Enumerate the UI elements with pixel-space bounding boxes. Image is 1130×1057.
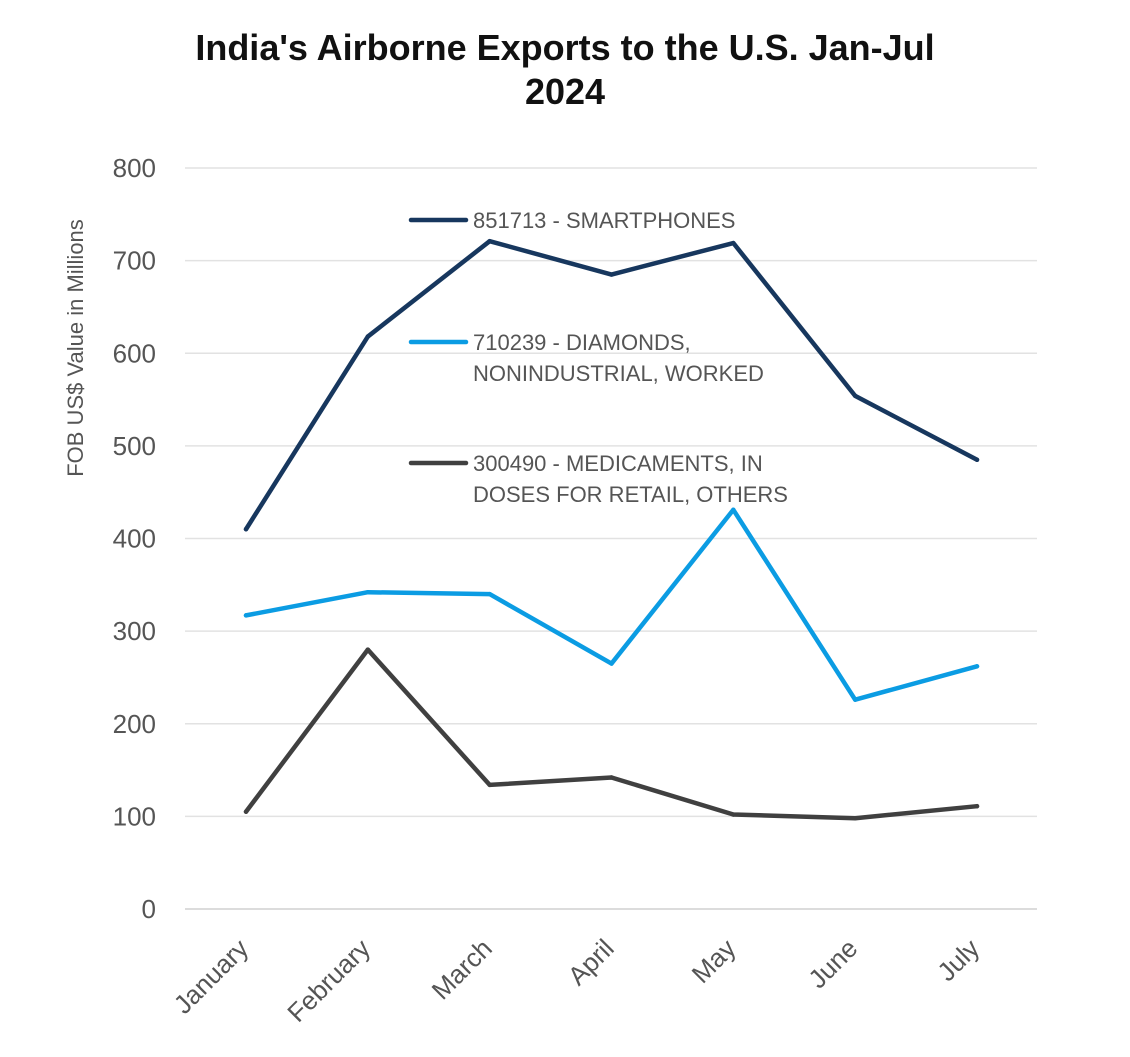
y-tick-label: 300 (113, 616, 156, 646)
x-tick-label: February (281, 933, 376, 1028)
y-tick-label: 200 (113, 709, 156, 739)
legend-label-3: 300490 - MEDICAMENTS, IN (473, 451, 763, 476)
chart-title-line-1: India's Airborne Exports to the U.S. Jan… (195, 27, 935, 68)
legend-label-2: NONINDUSTRIAL, WORKED (473, 361, 764, 386)
series-line-3 (243, 647, 980, 821)
data-point (731, 507, 736, 512)
data-point (365, 334, 371, 339)
data-point (609, 775, 614, 780)
chart-title-line-2: 2024 (524, 71, 606, 112)
y-axis-label: FOB US$ Value in Millions (63, 219, 88, 477)
data-point (365, 647, 371, 652)
data-point (974, 457, 980, 462)
data-point (487, 782, 492, 788)
x-tick-label: April (562, 933, 620, 991)
legend-label-3: DOSES FOR RETAIL, OTHERS (473, 482, 788, 507)
y-tick-label: 800 (113, 153, 156, 183)
y-tick-label: 500 (113, 431, 156, 461)
x-tick-label: March (426, 933, 498, 1005)
data-point (609, 661, 614, 666)
data-point (852, 816, 858, 821)
y-tick-label: 400 (113, 524, 156, 554)
y-tick-label: 0 (142, 894, 156, 924)
chart-title: India's Airborne Exports to the U.S. Jan… (0, 26, 1130, 114)
data-point (487, 238, 492, 244)
data-point (243, 613, 249, 618)
data-point (852, 697, 858, 702)
data-point (365, 590, 371, 595)
y-tick-label: 600 (113, 338, 156, 368)
data-point (852, 393, 858, 399)
y-tick-label: 700 (113, 246, 156, 276)
data-point (974, 664, 980, 669)
data-point (243, 809, 249, 814)
data-point (609, 272, 614, 277)
legend-label-2: 710239 - DIAMONDS, (473, 330, 691, 355)
x-tick-label: June (802, 933, 863, 994)
x-tick-label: July (931, 933, 985, 987)
data-point (731, 812, 736, 817)
data-point (731, 240, 736, 246)
data-point (487, 591, 492, 597)
x-tick-label: May (686, 933, 742, 989)
y-tick-label: 100 (113, 801, 156, 831)
x-tick-label: January (168, 933, 255, 1020)
legend-label-1: 851713 - SMARTPHONES (473, 208, 735, 233)
data-point (243, 527, 249, 532)
data-point (974, 803, 980, 809)
